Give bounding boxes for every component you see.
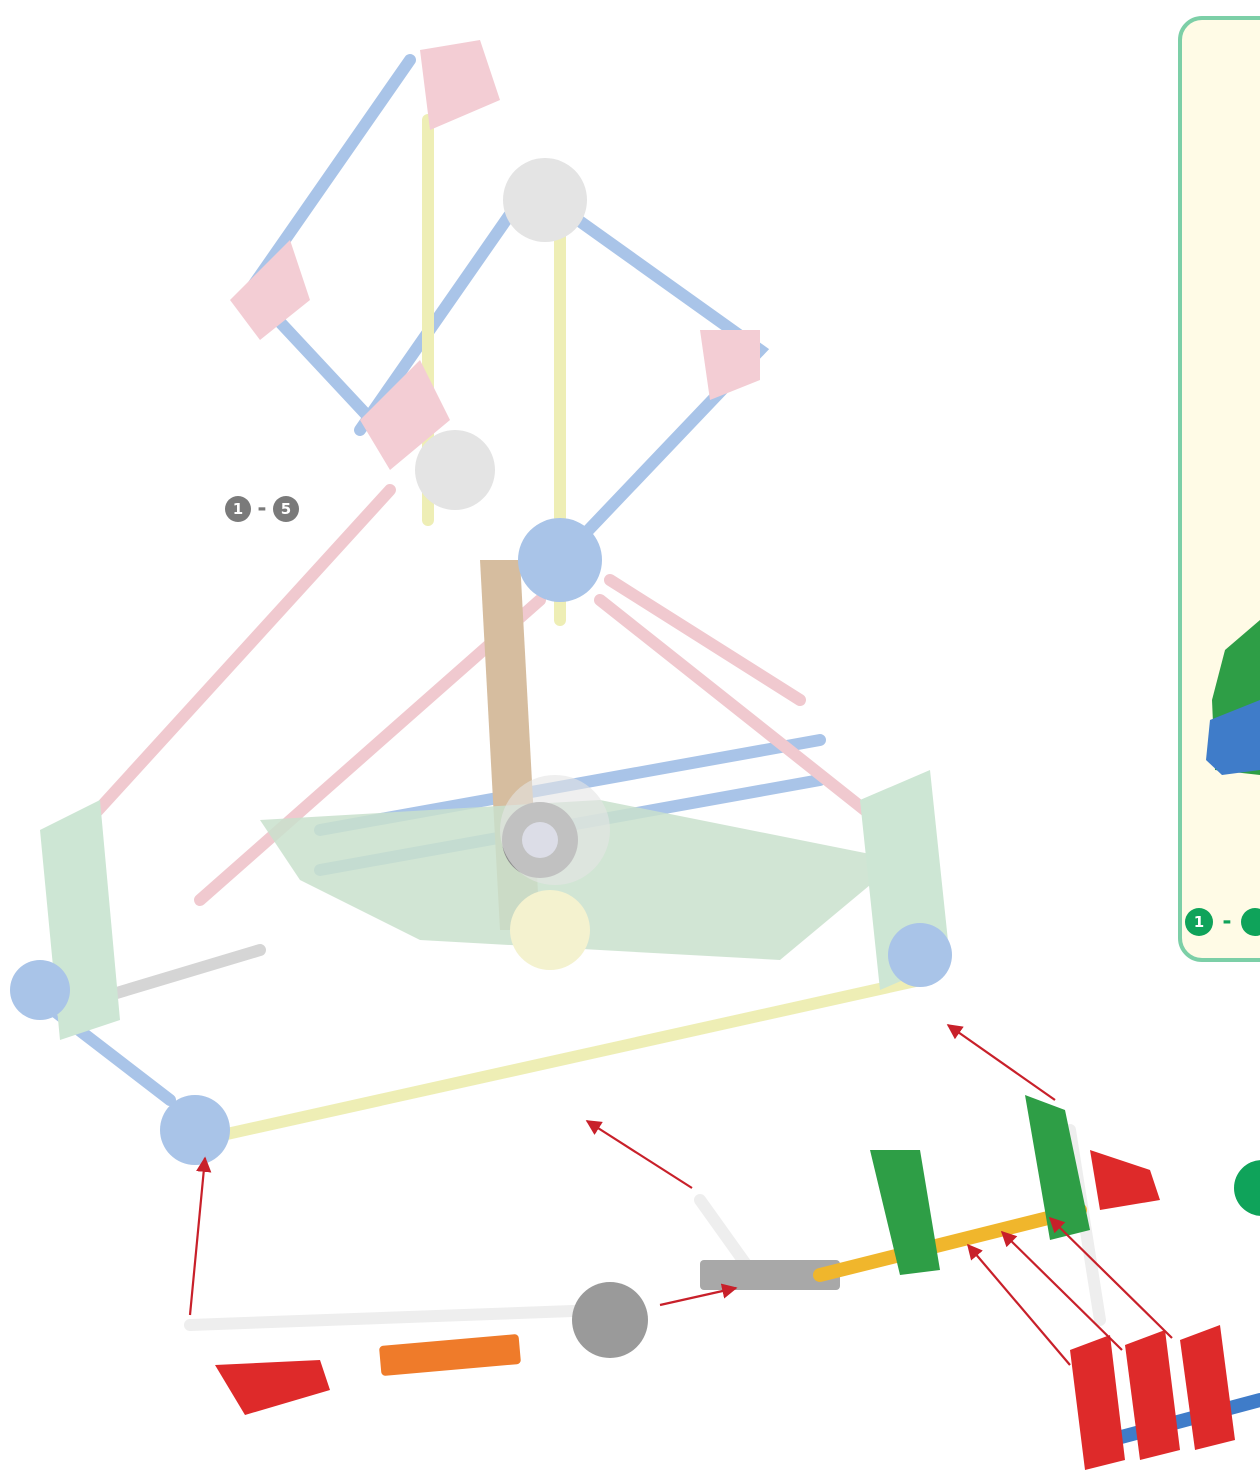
model-shape [510,890,590,970]
main-step-start: 1 [233,500,243,518]
model [10,40,952,1165]
body: 1 - 1 - 5 [0,0,1260,1479]
model-shape [200,120,920,1140]
arrows-shape [660,1288,736,1305]
arrows-shape [968,1245,1070,1365]
step-badge-shape [1234,1160,1260,1216]
model-shape-shape [200,980,920,1140]
new-parts-shape-shape [190,1310,600,1325]
new-parts-shape [1110,1400,1260,1440]
new-parts-shape [379,1334,521,1376]
arrows-shape [190,1158,205,1315]
new-parts [190,1095,1260,1470]
model-shape [10,960,70,1020]
new-parts-shape [215,1360,330,1415]
arrows-shape [948,1025,1055,1100]
arrows-shape [587,1121,692,1188]
model-shape [503,158,587,242]
new-parts-shape [820,1210,1080,1275]
model-shape [518,518,602,602]
model-shape [420,40,500,130]
inset-step-separator: - [1222,910,1231,935]
inset-step-start: 1 [1194,913,1204,931]
step-badge [1234,1160,1260,1216]
new-parts-shape [1070,1335,1125,1470]
model-shape [160,1095,230,1165]
arrows-shape [1050,1218,1172,1338]
new-parts-shape-shape [700,1200,750,1270]
new-parts-shape [1180,1325,1235,1450]
instruction-page: 1 - 1 - 5 [0,0,1260,1479]
main-step-separator: - [257,497,266,522]
page: {"main_step_range": {"start": "1", "sepa… [0,0,1260,1479]
main-step-end: 5 [281,500,291,518]
arrows-shape [1002,1232,1122,1350]
model-shape-shape [360,200,520,430]
model-shape [888,923,952,987]
model-shape [700,330,760,400]
new-parts-shape [1090,1150,1160,1210]
inset-panel-shape [1180,18,1260,960]
model-shape [500,775,610,885]
new-parts-shape [572,1282,648,1358]
model-shape [415,430,495,510]
inset-panel [1180,18,1260,960]
